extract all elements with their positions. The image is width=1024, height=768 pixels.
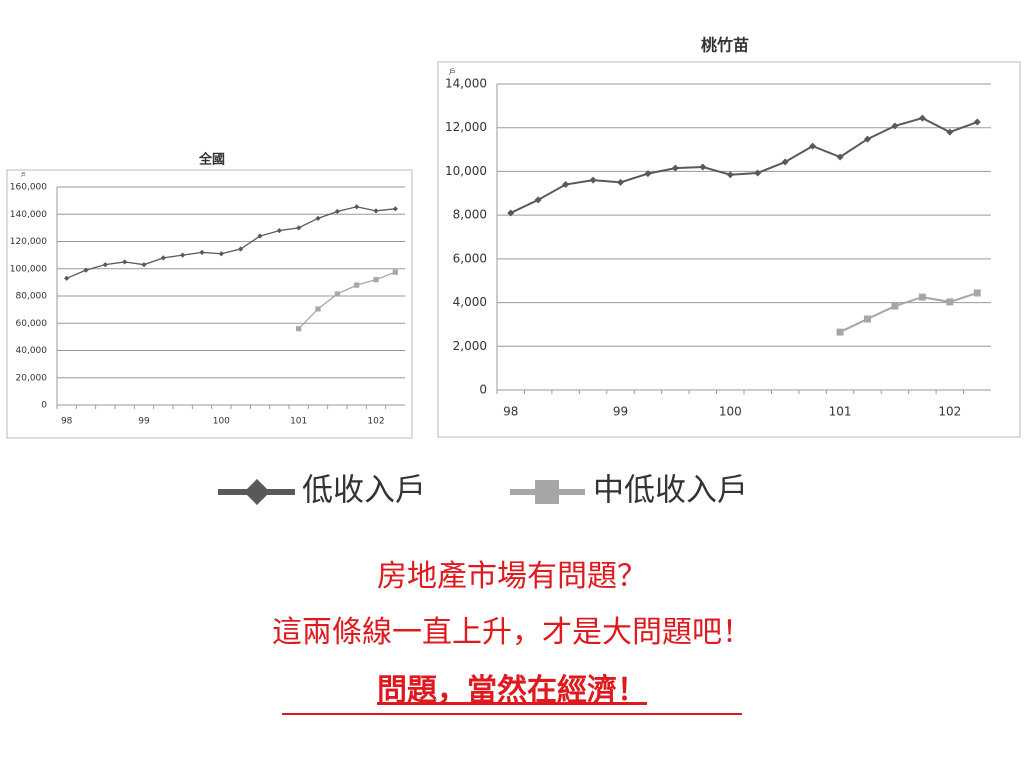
- y-tick-label: 2,000: [453, 339, 487, 353]
- legend-label: 低收入戶: [302, 473, 426, 509]
- data-point: [809, 142, 817, 150]
- data-point: [754, 169, 762, 177]
- x-tick-label: 101: [290, 417, 307, 427]
- data-point: [918, 293, 926, 301]
- y-unit: 戶: [449, 67, 456, 76]
- x-tick-label: 98: [61, 417, 73, 427]
- x-tick-label: 99: [613, 405, 628, 419]
- x-tick-label: 100: [213, 417, 230, 427]
- data-point: [973, 289, 981, 297]
- data-point: [276, 228, 282, 234]
- data-point: [315, 306, 321, 312]
- x-tick-label: 100: [719, 405, 742, 419]
- chart-frame: [6, 169, 413, 439]
- y-tick-label: 80,000: [16, 292, 48, 302]
- y-tick-label: 12,000: [445, 120, 487, 134]
- y-tick-label: 14,000: [445, 77, 487, 91]
- data-point: [373, 208, 379, 214]
- message-line: 房地產市場有問題？: [377, 559, 647, 594]
- x-tick-label: 101: [829, 405, 852, 419]
- data-point: [946, 128, 954, 136]
- legend-marker: [244, 479, 270, 505]
- data-point: [122, 259, 128, 265]
- y-tick-label: 140,000: [10, 210, 47, 220]
- x-tick-label: 102: [938, 405, 961, 419]
- y-tick-label: 100,000: [10, 264, 47, 274]
- data-point: [644, 170, 652, 178]
- y-tick-label: 160,000: [10, 183, 47, 193]
- data-point: [141, 262, 147, 268]
- data-point: [836, 328, 844, 336]
- message-line: 這兩條線一直上升，才是大問題吧！: [272, 615, 752, 650]
- series-line: [66, 206, 396, 279]
- data-point: [180, 252, 186, 258]
- y-tick-label: 40,000: [16, 346, 48, 356]
- data-point: [334, 208, 340, 215]
- y-tick-label: 20,000: [16, 373, 48, 383]
- data-point: [781, 158, 789, 166]
- legend-marker: [535, 480, 559, 504]
- y-tick-label: 10,000: [445, 164, 487, 178]
- data-point: [296, 225, 302, 231]
- data-point: [864, 135, 871, 143]
- data-point: [334, 291, 340, 297]
- data-point: [534, 196, 542, 204]
- series-line: [510, 117, 978, 214]
- data-point: [589, 176, 597, 184]
- y-tick-label: 0: [479, 383, 487, 397]
- y-tick-label: 60,000: [16, 319, 48, 329]
- data-point: [64, 275, 70, 281]
- data-point: [257, 233, 263, 239]
- y-unit: 戶: [21, 172, 26, 179]
- chart-title: 全國: [198, 152, 225, 168]
- data-point: [726, 171, 734, 179]
- series-line: [298, 271, 396, 330]
- data-point: [864, 315, 871, 323]
- y-tick-label: 0: [41, 401, 47, 411]
- data-point: [836, 153, 844, 161]
- data-point: [296, 326, 302, 332]
- data-point: [891, 122, 899, 130]
- x-tick-label: 98: [503, 405, 518, 419]
- y-tick-label: 120,000: [10, 237, 47, 247]
- data-point: [160, 255, 166, 261]
- legend-label: 中低收入戶: [593, 473, 748, 509]
- data-point: [891, 302, 899, 310]
- data-point: [238, 246, 244, 252]
- data-point: [507, 209, 515, 217]
- chart-frame: [437, 61, 1021, 438]
- data-point: [354, 282, 360, 288]
- data-point: [918, 114, 926, 122]
- data-point: [699, 163, 707, 171]
- data-point: [946, 298, 954, 306]
- conclusion: 問題，當然在經濟！: [377, 673, 647, 708]
- y-tick-label: 4,000: [453, 295, 487, 309]
- data-point: [562, 181, 570, 189]
- data-point: [354, 204, 360, 210]
- data-point: [392, 206, 398, 212]
- data-point: [218, 251, 224, 257]
- data-point: [373, 277, 379, 283]
- data-point: [392, 269, 398, 275]
- data-point: [617, 178, 624, 186]
- chart-title: 桃竹苗: [701, 36, 749, 55]
- data-point: [973, 118, 981, 126]
- y-tick-label: 6,000: [453, 251, 487, 265]
- data-point: [102, 262, 108, 268]
- y-tick-label: 8,000: [453, 208, 487, 222]
- series-line: [839, 292, 978, 333]
- data-point: [671, 164, 679, 172]
- data-point: [315, 215, 321, 221]
- data-point: [199, 249, 205, 255]
- x-tick-label: 99: [138, 417, 150, 427]
- data-point: [83, 267, 89, 273]
- x-tick-label: 102: [367, 417, 384, 427]
